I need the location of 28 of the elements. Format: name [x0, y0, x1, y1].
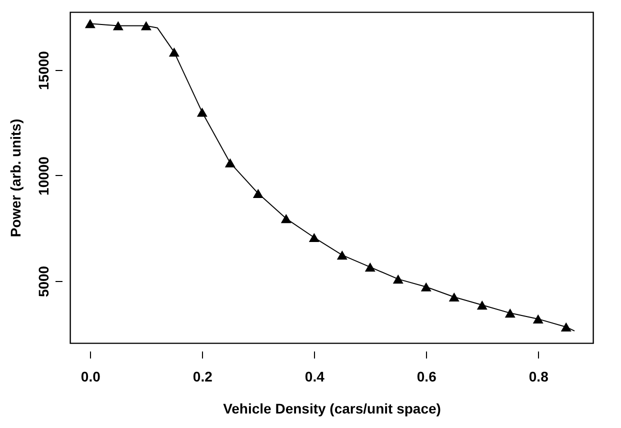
- point: [448, 292, 460, 302]
- x-tick-label: 0.8: [528, 368, 549, 384]
- point: [532, 314, 544, 324]
- x-tick-label: 0.2: [192, 368, 213, 384]
- point: [560, 322, 572, 332]
- x-tick-label: 0.6: [416, 368, 437, 384]
- point: [252, 188, 264, 198]
- point: [168, 48, 180, 57]
- point: [308, 232, 320, 242]
- point: [392, 274, 404, 284]
- point: [196, 108, 208, 117]
- point: [364, 262, 376, 272]
- point: [112, 21, 124, 30]
- x-axis-title: Vehicle Density (cars/unit space): [223, 400, 441, 416]
- x-tick-label: 0.4: [304, 368, 325, 384]
- y-axis-title: Power (arb. units): [8, 118, 24, 238]
- point: [504, 308, 516, 318]
- point: [476, 300, 488, 310]
- y-tick-label: 15000: [36, 50, 52, 90]
- point: [420, 282, 432, 292]
- point: [280, 214, 292, 224]
- y-tick-label: 10000: [36, 156, 52, 196]
- point: [224, 158, 236, 168]
- point: [336, 250, 348, 260]
- point: [140, 21, 152, 30]
- point: [84, 19, 96, 28]
- y-tick-label: 5000: [36, 266, 52, 298]
- x-tick-label: 0.0: [80, 368, 101, 384]
